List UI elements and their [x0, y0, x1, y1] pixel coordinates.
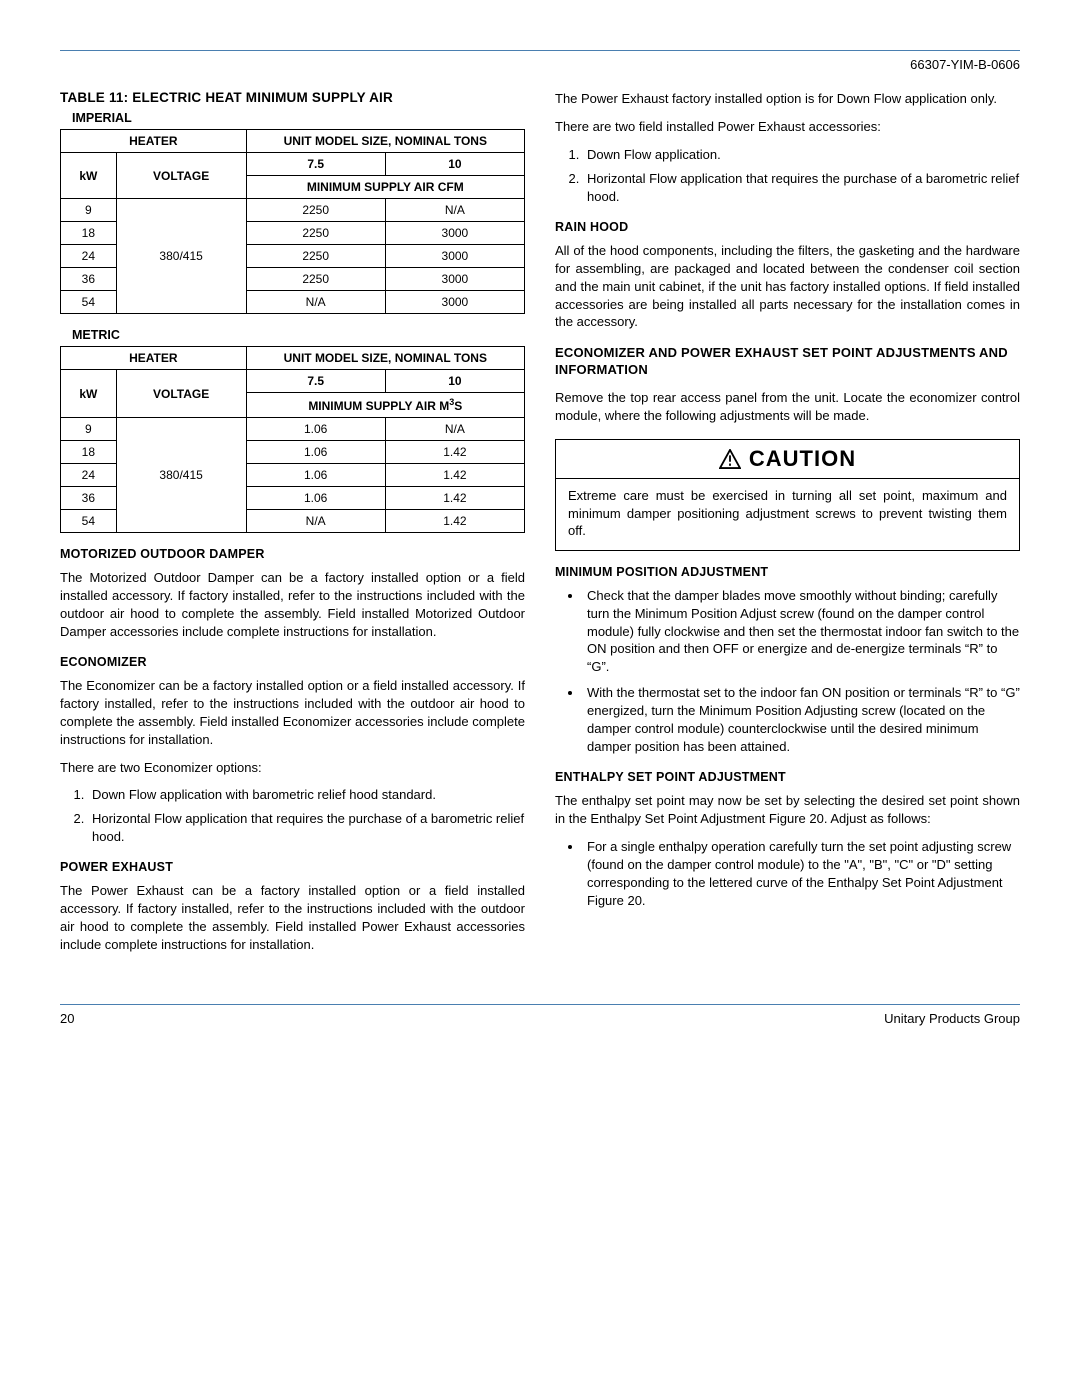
main-columns: TABLE 11: ELECTRIC HEAT MINIMUM SUPPLY A…: [60, 90, 1020, 964]
th-voltage: VOLTAGE: [116, 370, 246, 418]
min-post: S: [454, 399, 462, 413]
th-heater: HEATER: [61, 130, 247, 153]
cell-a: 2250: [246, 245, 385, 268]
cell-kw: 18: [61, 222, 117, 245]
cell-a: 2250: [246, 268, 385, 291]
metric-table: HEATER UNIT MODEL SIZE, NOMINAL TONS kW …: [60, 346, 525, 533]
left-column: TABLE 11: ELECTRIC HEAT MINIMUM SUPPLY A…: [60, 90, 525, 964]
metric-label: METRIC: [72, 328, 525, 342]
rain-para: All of the hood components, including th…: [555, 242, 1020, 332]
list-item: Horizontal Flow application that require…: [583, 170, 1020, 206]
th-75: 7.5: [246, 153, 385, 176]
enth-list: For a single enthalpy operation carefull…: [555, 838, 1020, 910]
cell-b: 1.42: [385, 464, 524, 487]
cell-a: 1.06: [246, 464, 385, 487]
cell-b: N/A: [385, 418, 524, 441]
pex-para-2: The Power Exhaust factory installed opti…: [555, 90, 1020, 108]
cell-kw: 9: [61, 418, 117, 441]
cell-kw: 54: [61, 291, 117, 314]
cell-voltage: 380/415: [116, 418, 246, 533]
cell-a: 1.06: [246, 441, 385, 464]
pex-list: Down Flow application. Horizontal Flow a…: [555, 146, 1020, 206]
right-column: The Power Exhaust factory installed opti…: [555, 90, 1020, 964]
cell-kw: 18: [61, 441, 117, 464]
th-10: 10: [385, 153, 524, 176]
cell-b: 1.42: [385, 510, 524, 533]
table-row: 9 380/415 1.06 N/A: [61, 418, 525, 441]
page-number: 20: [60, 1011, 74, 1026]
minpos-heading: MINIMUM POSITION ADJUSTMENT: [555, 565, 1020, 579]
cell-a: 2250: [246, 222, 385, 245]
minpos-list: Check that the damper blades move smooth…: [555, 587, 1020, 756]
list-item: For a single enthalpy operation carefull…: [583, 838, 1020, 910]
list-item: With the thermostat set to the indoor fa…: [583, 684, 1020, 756]
imperial-table: HEATER UNIT MODEL SIZE, NOMINAL TONS kW …: [60, 129, 525, 314]
th-voltage: VOLTAGE: [116, 153, 246, 199]
cell-b: N/A: [385, 199, 524, 222]
cell-b: 1.42: [385, 441, 524, 464]
table-row: 9 380/415 2250 N/A: [61, 199, 525, 222]
pex-heading: POWER EXHAUST: [60, 860, 525, 874]
list-item: Down Flow application.: [583, 146, 1020, 164]
cell-b: 3000: [385, 222, 524, 245]
min-pre: MINIMUM SUPPLY AIR M: [308, 399, 449, 413]
econ-heading: ECONOMIZER: [60, 655, 525, 669]
list-item: Horizontal Flow application that require…: [88, 810, 525, 846]
cell-voltage: 380/415: [116, 199, 246, 314]
caution-body: Extreme care must be exercised in turnin…: [556, 479, 1019, 550]
warning-icon: [719, 449, 741, 469]
cell-b: 1.42: [385, 487, 524, 510]
adj-heading: ECONOMIZER AND POWER EXHAUST SET POINT A…: [555, 345, 1020, 379]
page-footer: 20 Unitary Products Group: [60, 1005, 1020, 1026]
list-item: Down Flow application with barometric re…: [88, 786, 525, 804]
cell-a: 1.06: [246, 487, 385, 510]
cell-kw: 9: [61, 199, 117, 222]
footer-right: Unitary Products Group: [884, 1011, 1020, 1026]
econ-para-2: There are two Economizer options:: [60, 759, 525, 777]
adj-para: Remove the top rear access panel from th…: [555, 389, 1020, 425]
th-unit: UNIT MODEL SIZE, NOMINAL TONS: [246, 130, 524, 153]
cell-b: 3000: [385, 291, 524, 314]
rain-heading: RAIN HOOD: [555, 220, 1020, 234]
cell-kw: 24: [61, 464, 117, 487]
th-min: MINIMUM SUPPLY AIR CFM: [246, 176, 524, 199]
mod-heading: MOTORIZED OUTDOOR DAMPER: [60, 547, 525, 561]
cell-a: 1.06: [246, 418, 385, 441]
enth-heading: ENTHALPY SET POINT ADJUSTMENT: [555, 770, 1020, 784]
pex-para-3: There are two field installed Power Exha…: [555, 118, 1020, 136]
cell-kw: 54: [61, 510, 117, 533]
th-kw: kW: [61, 370, 117, 418]
cell-kw: 24: [61, 245, 117, 268]
pex-para-1: The Power Exhaust can be a factory insta…: [60, 882, 525, 954]
top-rule: [60, 50, 1020, 51]
th-heater: HEATER: [61, 347, 247, 370]
cell-a: N/A: [246, 510, 385, 533]
document-id: 66307-YIM-B-0606: [60, 57, 1020, 72]
table-title: TABLE 11: ELECTRIC HEAT MINIMUM SUPPLY A…: [60, 90, 525, 105]
cell-b: 3000: [385, 245, 524, 268]
th-kw: kW: [61, 153, 117, 199]
econ-para-1: The Economizer can be a factory installe…: [60, 677, 525, 749]
cell-b: 3000: [385, 268, 524, 291]
th-75: 7.5: [246, 370, 385, 393]
th-10: 10: [385, 370, 524, 393]
th-min: MINIMUM SUPPLY AIR M3S: [246, 393, 524, 418]
cell-a: 2250: [246, 199, 385, 222]
caution-label: CAUTION: [749, 446, 856, 472]
caution-box: CAUTION Extreme care must be exercised i…: [555, 439, 1020, 551]
cell-kw: 36: [61, 268, 117, 291]
th-unit: UNIT MODEL SIZE, NOMINAL TONS: [246, 347, 524, 370]
list-item: Check that the damper blades move smooth…: [583, 587, 1020, 677]
mod-para: The Motorized Outdoor Damper can be a fa…: [60, 569, 525, 641]
enth-para: The enthalpy set point may now be set by…: [555, 792, 1020, 828]
cell-kw: 36: [61, 487, 117, 510]
imperial-label: IMPERIAL: [72, 111, 525, 125]
econ-list: Down Flow application with barometric re…: [60, 786, 525, 846]
cell-a: N/A: [246, 291, 385, 314]
caution-header: CAUTION: [556, 440, 1019, 479]
